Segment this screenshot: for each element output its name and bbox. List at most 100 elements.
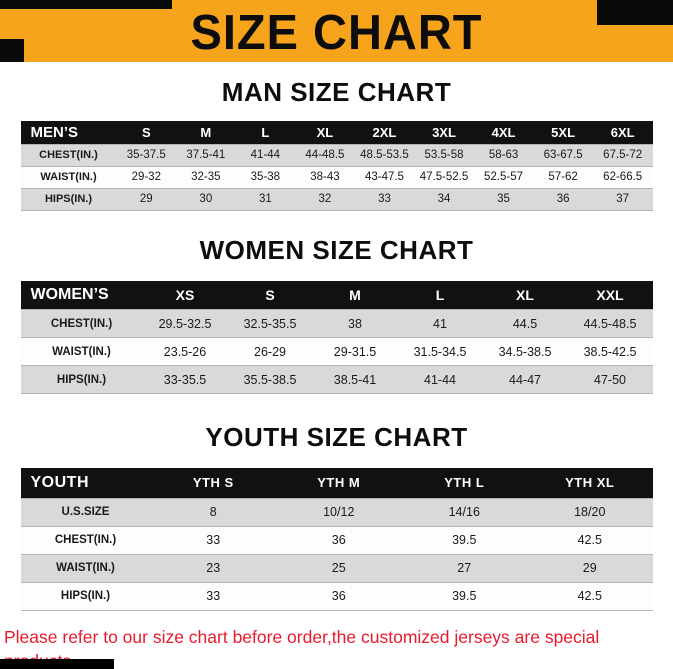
size-value: 32-35 xyxy=(176,165,236,188)
size-value: 10/12 xyxy=(276,497,402,526)
size-column-header: XL xyxy=(295,121,355,144)
size-value: 32.5-35.5 xyxy=(227,309,313,338)
size-value: 30 xyxy=(176,187,236,211)
size-value: 42.5 xyxy=(527,581,653,611)
row-label: CHEST(IN.) xyxy=(20,309,143,338)
size-value: 26-29 xyxy=(227,337,313,366)
banner: SIZE CHART xyxy=(0,0,673,62)
size-value: 29 xyxy=(116,187,177,211)
size-value: 27 xyxy=(401,553,527,582)
table-header-row: YOUTH YTH S YTH M YTH L YTH XL xyxy=(20,468,653,498)
page-title: SIZE CHART xyxy=(190,3,483,59)
size-value: 33-35.5 xyxy=(142,365,228,394)
row-label: U.S.SIZE xyxy=(20,497,151,526)
size-value: 41 xyxy=(397,309,483,338)
size-column-header: 3XL xyxy=(414,121,474,144)
size-value: 32 xyxy=(295,187,355,211)
man-size-table: MEN’S S M L XL 2XL 3XL 4XL 5XL 6XL CHEST(IN.) 35-37… xyxy=(20,121,653,211)
row-label: HIPS(IN.) xyxy=(20,581,151,611)
size-value: 44.5 xyxy=(482,309,568,338)
table-row: WAIST(IN.) 23.5-26 26-29 29-31.5 31.5-34.5 34… xyxy=(20,337,653,366)
size-value: 36 xyxy=(276,581,402,611)
table-row: WAIST(IN.) 23 25 27 29 xyxy=(20,553,653,582)
size-value: 44.5-48.5 xyxy=(567,309,653,338)
table-row: HIPS(IN.) 29 30 31 32 33 34 35 36 37 xyxy=(20,187,653,211)
size-value: 53.5-58 xyxy=(414,143,474,166)
table-row: HIPS(IN.) 33-35.5 35.5-38.5 38.5-41 41-44 44-… xyxy=(20,365,653,394)
size-value: 38 xyxy=(312,309,398,338)
table-row: CHEST(IN.) 33 36 39.5 42.5 xyxy=(20,525,653,554)
size-column-header: XXL xyxy=(567,280,653,310)
size-value: 14/16 xyxy=(401,497,527,526)
size-value: 47-50 xyxy=(567,365,653,394)
row-label: HIPS(IN.) xyxy=(20,365,143,394)
size-value: 25 xyxy=(276,553,402,582)
size-value: 44-47 xyxy=(482,365,568,394)
size-value: 33 xyxy=(150,581,276,611)
row-label: WAIST(IN.) xyxy=(20,337,143,366)
size-value: 31 xyxy=(235,187,296,211)
size-column-header: XL xyxy=(482,280,568,310)
table-row: U.S.SIZE 8 10/12 14/16 18/20 xyxy=(20,497,653,526)
size-value: 39.5 xyxy=(401,525,527,554)
size-value: 48.5-53.5 xyxy=(354,143,415,166)
size-value: 44-48.5 xyxy=(295,143,355,166)
size-value: 41-44 xyxy=(235,143,296,166)
size-value: 38.5-41 xyxy=(312,365,398,394)
table-corner-label: YOUTH xyxy=(20,468,151,498)
size-value: 38-43 xyxy=(295,165,355,188)
table-corner-label: MEN’S xyxy=(20,121,117,144)
man-size-chart-heading: MAN SIZE CHART xyxy=(221,77,452,107)
size-column-header: M xyxy=(176,121,236,144)
size-column-header: 2XL xyxy=(354,121,415,144)
table-corner-label: WOMEN’S xyxy=(20,280,143,310)
row-label: HIPS(IN.) xyxy=(20,187,117,211)
youth-size-chart-heading: YOUTH SIZE CHART xyxy=(205,422,468,452)
size-value: 47.5-52.5 xyxy=(414,165,474,188)
size-value: 18/20 xyxy=(527,497,653,526)
size-column-header: 6XL xyxy=(592,121,653,144)
size-value: 23 xyxy=(150,553,276,582)
size-value: 37.5-41 xyxy=(176,143,236,166)
row-label: CHEST(IN.) xyxy=(20,143,117,166)
youth-size-table: YOUTH YTH S YTH M YTH L YTH XL U.S.SIZE 8 10/12… xyxy=(20,468,653,611)
size-value: 39.5 xyxy=(401,581,527,611)
table-row: CHEST(IN.) 29.5-32.5 32.5-35.5 38 41 44.5 44.5… xyxy=(20,309,653,338)
row-label: WAIST(IN.) xyxy=(20,553,151,582)
size-value: 35-38 xyxy=(235,165,296,188)
size-column-header: 4XL xyxy=(473,121,534,144)
size-value: 41-44 xyxy=(397,365,483,394)
size-value: 58-63 xyxy=(473,143,534,166)
size-column-header: 5XL xyxy=(533,121,593,144)
size-value: 29-31.5 xyxy=(312,337,398,366)
table-header-row: MEN’S S M L XL 2XL 3XL 4XL 5XL 6XL xyxy=(20,121,653,144)
size-value: 57-62 xyxy=(533,165,593,188)
size-value: 35 xyxy=(473,187,534,211)
size-value: 35-37.5 xyxy=(116,143,177,166)
size-value: 63-67.5 xyxy=(533,143,593,166)
size-value: 38.5-42.5 xyxy=(567,337,653,366)
size-value: 67.5-72 xyxy=(592,143,653,166)
table-row: HIPS(IN.) 33 36 39.5 42.5 xyxy=(20,581,653,611)
size-value: 29.5-32.5 xyxy=(142,309,228,338)
size-value: 23.5-26 xyxy=(142,337,228,366)
size-value: 35.5-38.5 xyxy=(227,365,313,394)
size-value: 43-47.5 xyxy=(354,165,415,188)
size-value: 52.5-57 xyxy=(473,165,534,188)
women-size-chart-heading: WOMEN SIZE CHART xyxy=(199,234,474,265)
size-value: 29-32 xyxy=(116,165,177,188)
size-value: 36 xyxy=(533,187,593,211)
size-value: 33 xyxy=(354,187,415,211)
banner-corner-top-right xyxy=(597,0,673,25)
size-value: 34 xyxy=(414,187,474,211)
row-label: WAIST(IN.) xyxy=(20,165,117,188)
table-row: CHEST(IN.) 35-37.5 37.5-41 41-44 44-48.5 48.5… xyxy=(20,143,653,166)
size-column-header: YTH S xyxy=(150,468,276,498)
size-column-header: L xyxy=(235,121,296,144)
size-column-header: YTH M xyxy=(276,468,402,498)
women-size-section: WOMEN SIZE CHART WOMEN’S XS S M L XL XXL CHEST(… xyxy=(0,234,673,394)
row-label: CHEST(IN.) xyxy=(20,525,151,554)
size-column-header: S xyxy=(116,121,177,144)
size-value: 29 xyxy=(527,553,653,582)
